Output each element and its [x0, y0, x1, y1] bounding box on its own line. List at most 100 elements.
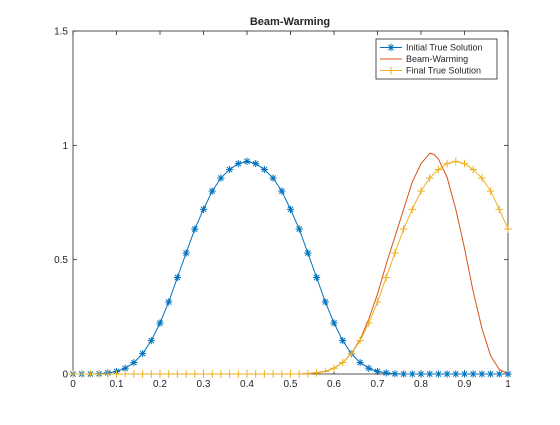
data-point — [139, 350, 147, 358]
x-tick-label: 0.8 — [414, 379, 428, 390]
x-tick-label: 0.3 — [197, 379, 211, 390]
data-point — [95, 370, 103, 378]
marker-stroke — [400, 371, 407, 377]
data-point — [286, 370, 295, 378]
marker-stroke — [313, 274, 320, 281]
x-tick-label: 0.6 — [327, 379, 341, 390]
marker-stroke — [226, 166, 233, 173]
data-point — [77, 370, 86, 378]
legend-label: Initial True Solution — [406, 43, 483, 53]
data-point — [330, 364, 338, 373]
data-point — [208, 370, 216, 378]
marker-stroke — [331, 320, 337, 326]
axes: 0 0.1 0.2 0.3 0.4 0.5 0.6 0.7 0.8 0.9 1 0 0.5 1 1.5 — [54, 27, 511, 391]
marker-stroke — [426, 371, 433, 377]
data-point — [304, 369, 312, 378]
data-point — [269, 174, 277, 182]
data-point — [486, 187, 495, 195]
data-point — [86, 370, 95, 378]
marker-stroke — [487, 371, 494, 377]
y-tick-label: 1 — [62, 141, 68, 152]
marker-stroke — [339, 337, 346, 344]
marker-stroke — [357, 359, 364, 366]
x-tick-label: 0.4 — [240, 379, 254, 390]
marker-stroke — [278, 188, 285, 195]
data-point — [330, 319, 338, 327]
data-point — [452, 157, 460, 166]
data-point — [347, 349, 356, 358]
marker-stroke — [209, 188, 216, 195]
data-point — [269, 370, 277, 378]
data-point — [417, 187, 425, 195]
data-point — [112, 370, 121, 378]
data-point — [234, 160, 242, 168]
data-point — [199, 370, 208, 378]
x-tick-label: 0.1 — [110, 379, 124, 390]
data-point — [182, 249, 190, 257]
marker-stroke — [130, 359, 137, 366]
marker-stroke — [217, 175, 224, 181]
marker-stroke — [235, 160, 242, 167]
x-tick-label: 0.2 — [153, 379, 167, 390]
data-point — [434, 370, 442, 378]
marker-stroke — [391, 370, 398, 377]
marker-stroke — [461, 371, 468, 377]
data-point — [495, 205, 504, 214]
marker-stroke — [388, 44, 394, 51]
data-point — [339, 337, 347, 345]
data-point — [460, 370, 469, 378]
marker-stroke — [287, 206, 294, 213]
x-tick-label: 0.9 — [458, 379, 472, 390]
marker-stroke — [383, 369, 390, 376]
legend-marker — [387, 43, 395, 52]
data-point — [321, 298, 329, 306]
data-point — [156, 319, 164, 327]
data-point — [321, 367, 330, 376]
data-point — [147, 337, 155, 345]
x-tick-label: 1 — [505, 379, 511, 390]
marker-stroke — [252, 160, 259, 167]
marker-stroke — [296, 226, 303, 232]
marker-stroke — [409, 371, 416, 377]
marker-stroke — [365, 365, 372, 372]
legend-item-final-true-solution: Final True Solution — [380, 66, 481, 76]
data-point — [460, 159, 469, 168]
marker-stroke — [139, 350, 146, 357]
chart-title: Beam-Warming — [250, 16, 330, 28]
marker-stroke — [418, 371, 424, 377]
data-point — [225, 370, 234, 378]
plot-box — [72, 30, 509, 375]
data-point — [391, 249, 399, 257]
data-point — [243, 370, 251, 378]
data-point — [382, 273, 390, 282]
data-point — [182, 370, 190, 378]
marker-stroke — [183, 250, 190, 256]
data-point — [426, 370, 434, 378]
x-tick-label: 0.5 — [284, 379, 298, 390]
data-point — [278, 370, 286, 378]
data-point — [443, 370, 451, 378]
data-point — [147, 370, 156, 378]
marker-stroke — [444, 371, 451, 377]
data-point — [130, 370, 138, 378]
data-point — [304, 249, 312, 257]
y-tick-label: 0.5 — [54, 255, 68, 266]
marker-stroke — [270, 175, 277, 181]
data-point — [495, 370, 503, 378]
marker-stroke — [122, 365, 129, 372]
data-point — [373, 367, 382, 376]
data-point — [408, 205, 417, 214]
data-point — [295, 370, 303, 378]
data-point — [69, 370, 77, 378]
data-point — [199, 205, 208, 213]
plot-series — [69, 152, 512, 378]
legend-item-beam-warming: Beam-Warming — [380, 54, 468, 64]
data-point — [226, 165, 234, 174]
data-point — [173, 370, 182, 378]
data-point — [425, 174, 434, 182]
marker-stroke — [174, 274, 181, 281]
data-point — [391, 370, 399, 378]
